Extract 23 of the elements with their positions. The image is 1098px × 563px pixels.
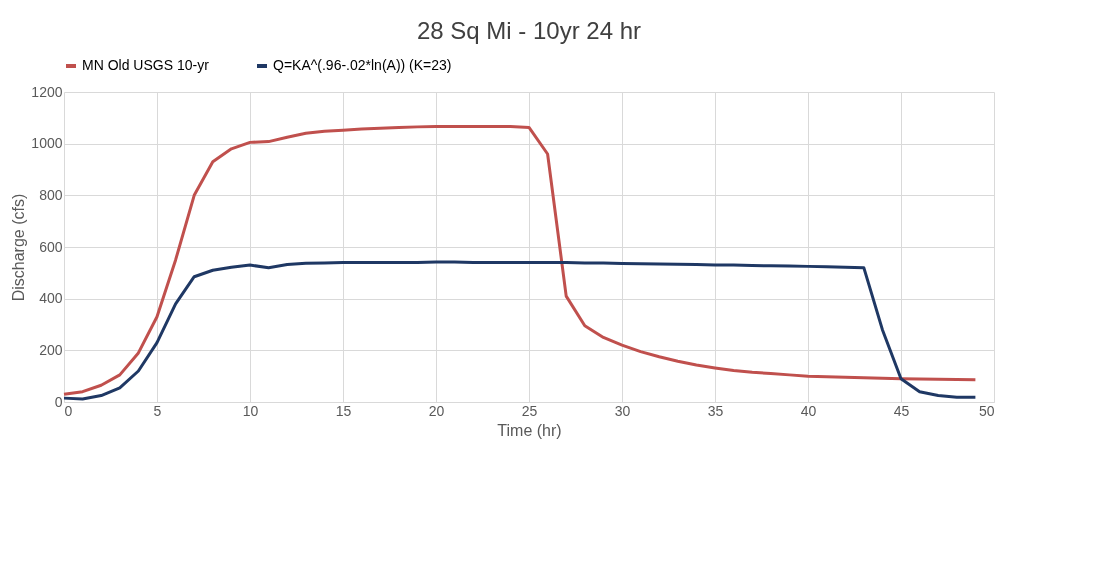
x-tick-label: 30 [614,402,631,419]
x-tick-label: 35 [707,402,724,419]
x-tick-label: 15 [335,402,352,419]
y-tick-label: 1200 [31,83,63,100]
chart-title: 28 Sq Mi - 10yr 24 hr [416,17,642,44]
y-tick-label: 800 [39,186,63,203]
legend-label: MN Old USGS 10-yr [82,57,210,73]
y-axis-title: Discharge (cfs) [10,193,28,302]
x-tick-label: 50 [978,402,995,419]
x-tick-label: 40 [800,402,817,419]
x-tick-label: 5 [153,402,162,419]
x-tick-label: 20 [428,402,445,419]
y-tick-label: 1000 [31,135,63,152]
x-tick-label: 25 [521,402,538,419]
y-tick-label: 200 [39,341,63,358]
line-series [62,125,977,396]
line-series [62,260,977,401]
x-tick-label: 10 [242,402,259,419]
x-axis-title: Time (hr) [497,421,562,439]
y-tick-label: 600 [39,238,63,255]
legend-label: Q=KA^(.96-.02*ln(A)) (K=23) [273,57,452,73]
x-tick-label: 45 [893,402,910,419]
y-tick-label: 400 [39,290,63,307]
